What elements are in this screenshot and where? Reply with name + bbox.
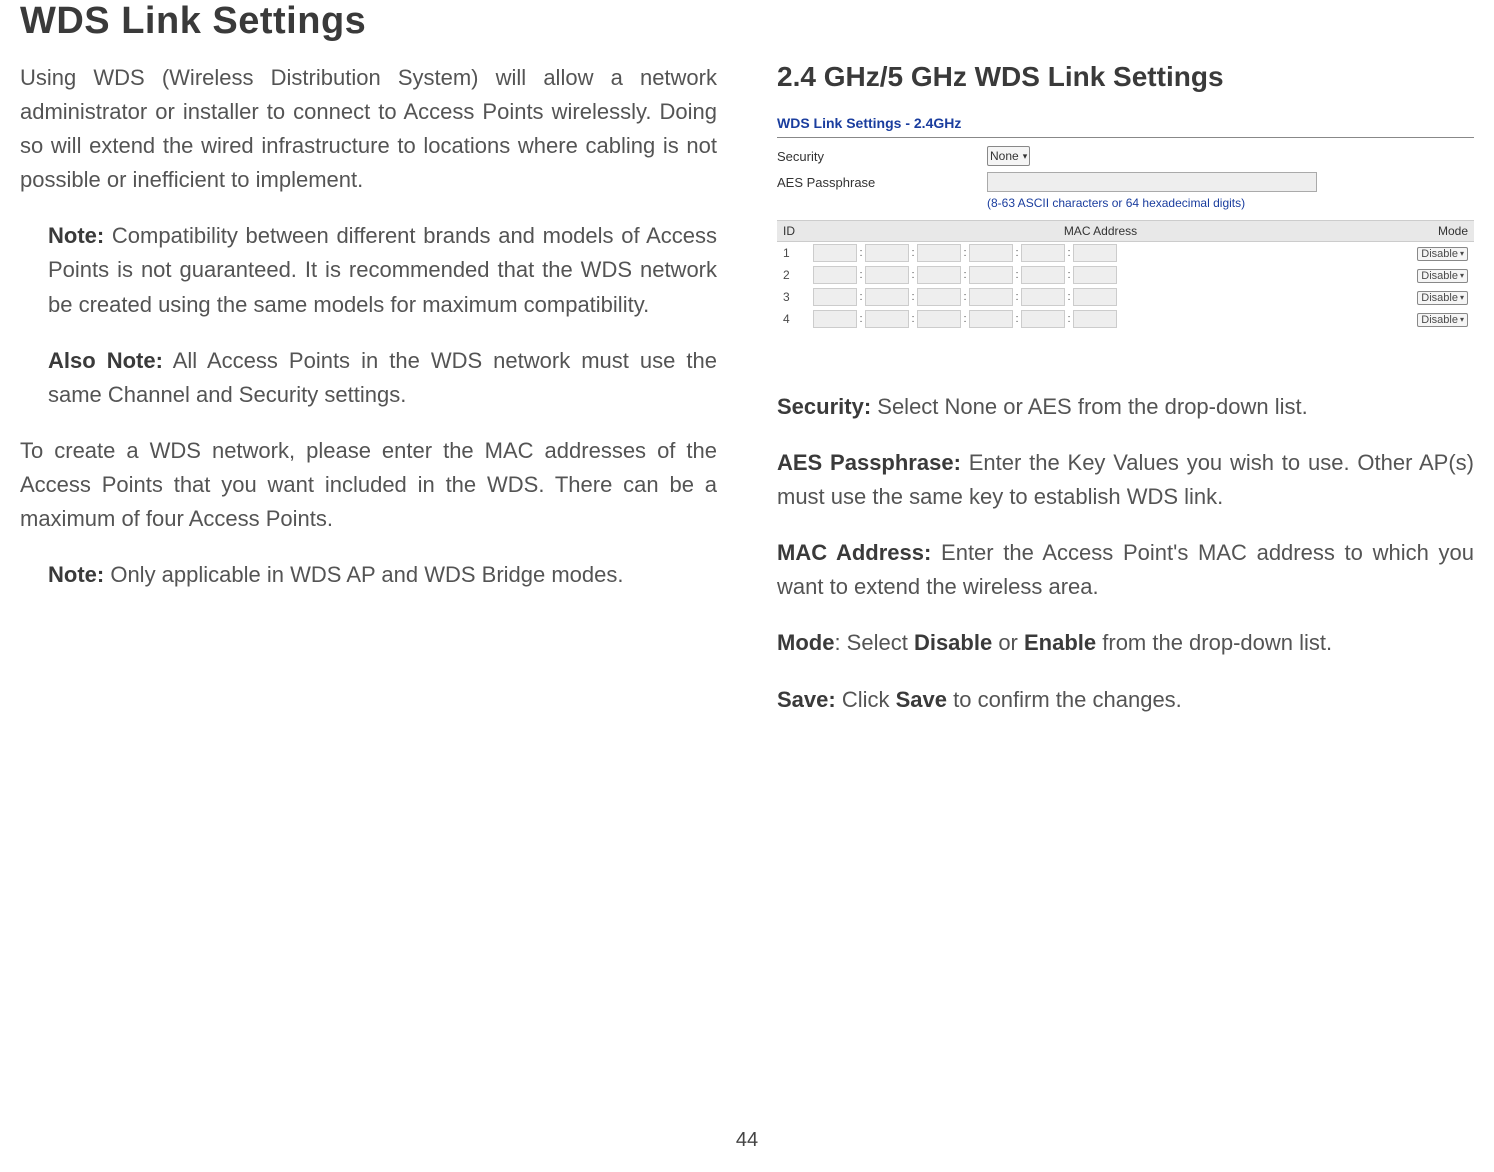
note-compatibility: Note: Compatibility between different br…	[20, 219, 717, 321]
mac-octet-input[interactable]	[969, 288, 1013, 306]
mac-table: ID MAC Address Mode 1 : : : : :	[777, 220, 1474, 330]
desc-aes-label: AES Passphrase:	[777, 450, 961, 475]
mac-octet-input[interactable]	[1021, 266, 1065, 284]
mac-octet-input[interactable]	[865, 244, 909, 262]
table-row: 1 : : : : : Disable	[777, 242, 1474, 265]
mac-octet-input[interactable]	[1021, 288, 1065, 306]
wds-settings-screenshot: WDS Link Settings - 2.4GHz Security None…	[777, 115, 1474, 330]
mode-select[interactable]: Disable	[1417, 247, 1468, 261]
mac-octet-input[interactable]	[1021, 310, 1065, 328]
col-mode: Mode	[1394, 221, 1474, 242]
desc-mode-label: Mode	[777, 630, 834, 655]
mac-octet-input[interactable]	[813, 310, 857, 328]
mac-octet-input[interactable]	[969, 266, 1013, 284]
mac-octet-input[interactable]	[1073, 288, 1117, 306]
desc-save-btn: Save	[896, 687, 947, 712]
desc-save-end: to confirm the changes.	[947, 687, 1182, 712]
security-select[interactable]: None	[987, 146, 1030, 166]
note2-label: Note:	[48, 562, 104, 587]
mac-octet-input[interactable]	[813, 244, 857, 262]
mac-octet-input[interactable]	[1073, 244, 1117, 262]
mode-select[interactable]: Disable	[1417, 313, 1468, 327]
note-applicable: Note: Only applicable in WDS AP and WDS …	[20, 558, 717, 592]
mode-select[interactable]: Disable	[1417, 269, 1468, 283]
mac-address-cell: : : : : :	[813, 266, 1388, 284]
row-id: 1	[777, 242, 807, 265]
mac-table-body: 1 : : : : : Disable 2	[777, 242, 1474, 331]
note-label: Note:	[48, 223, 104, 248]
mac-octet-input[interactable]	[865, 310, 909, 328]
screenshot-divider	[777, 137, 1474, 138]
desc-security-label: Security:	[777, 394, 871, 419]
row-id: 4	[777, 308, 807, 330]
mac-octet-input[interactable]	[813, 266, 857, 284]
desc-security-text: Select None or AES from the drop-down li…	[871, 394, 1308, 419]
mac-octet-input[interactable]	[917, 244, 961, 262]
mac-octet-input[interactable]	[1073, 266, 1117, 284]
security-label: Security	[777, 149, 987, 164]
desc-mac-label: MAC Address:	[777, 540, 931, 565]
desc-save-label: Save:	[777, 687, 836, 712]
intro-paragraph: Using WDS (Wireless Distribution System)…	[20, 61, 717, 197]
also-note: Also Note: All Access Points in the WDS …	[20, 344, 717, 412]
note-text: Compatibility between different brands a…	[48, 223, 717, 316]
passphrase-row: AES Passphrase	[777, 172, 1474, 192]
desc-save-t1: Click	[836, 687, 896, 712]
section-heading: 2.4 GHz/5 GHz WDS Link Settings	[777, 61, 1474, 93]
mac-octet-input[interactable]	[1073, 310, 1117, 328]
page-title: WDS Link Settings	[20, 0, 1474, 43]
mac-octet-input[interactable]	[969, 244, 1013, 262]
mac-octet-input[interactable]	[1021, 244, 1065, 262]
desc-mode-t1: : Select	[834, 630, 913, 655]
desc-mode-enable: Enable	[1024, 630, 1096, 655]
table-row: 2 : : : : : Disable	[777, 264, 1474, 286]
desc-security: Security: Select None or AES from the dr…	[777, 390, 1474, 424]
desc-mode-or: or	[992, 630, 1024, 655]
security-row: Security None	[777, 146, 1474, 166]
col-id: ID	[777, 221, 807, 242]
mac-octet-input[interactable]	[865, 266, 909, 284]
mac-octet-input[interactable]	[813, 288, 857, 306]
table-row: 4 : : : : : Disable	[777, 308, 1474, 330]
content-columns: Using WDS (Wireless Distribution System)…	[20, 61, 1474, 739]
right-column: 2.4 GHz/5 GHz WDS Link Settings WDS Link…	[777, 61, 1474, 739]
mac-octet-input[interactable]	[917, 266, 961, 284]
row-id: 3	[777, 286, 807, 308]
mac-octet-input[interactable]	[865, 288, 909, 306]
mac-octet-input[interactable]	[969, 310, 1013, 328]
desc-save: Save: Click Save to confirm the changes.	[777, 683, 1474, 717]
mac-octet-input[interactable]	[917, 310, 961, 328]
page-number: 44	[736, 1129, 758, 1152]
screenshot-title: WDS Link Settings - 2.4GHz	[777, 115, 1474, 131]
passphrase-label: AES Passphrase	[777, 175, 987, 190]
col-mac: MAC Address	[807, 221, 1394, 242]
desc-aes: AES Passphrase: Enter the Key Values you…	[777, 446, 1474, 514]
desc-mode-end: from the drop-down list.	[1096, 630, 1332, 655]
table-row: 3 : : : : : Disable	[777, 286, 1474, 308]
mode-select[interactable]: Disable	[1417, 291, 1468, 305]
mac-address-cell: : : : : :	[813, 288, 1388, 306]
desc-mode-disable: Disable	[914, 630, 992, 655]
create-wds-paragraph: To create a WDS network, please enter th…	[20, 434, 717, 536]
also-note-label: Also Note:	[48, 348, 163, 373]
note2-text: Only applicable in WDS AP and WDS Bridge…	[104, 562, 623, 587]
mac-octet-input[interactable]	[917, 288, 961, 306]
mac-address-cell: : : : : :	[813, 310, 1388, 328]
passphrase-input[interactable]	[987, 172, 1317, 192]
mac-address-cell: : : : : :	[813, 244, 1388, 262]
desc-mode: Mode: Select Disable or Enable from the …	[777, 626, 1474, 660]
passphrase-hint: (8-63 ASCII characters or 64 hexadecimal…	[987, 196, 1474, 210]
row-id: 2	[777, 264, 807, 286]
left-column: Using WDS (Wireless Distribution System)…	[20, 61, 717, 739]
desc-mac: MAC Address: Enter the Access Point's MA…	[777, 536, 1474, 604]
